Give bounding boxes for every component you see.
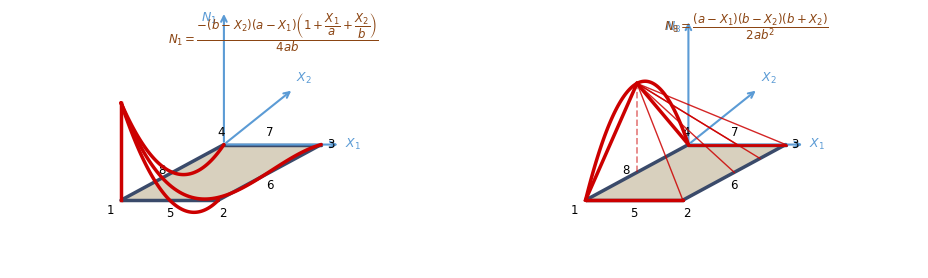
Text: 8: 8 [622, 165, 629, 177]
Text: 2: 2 [218, 207, 226, 220]
Polygon shape [585, 145, 785, 200]
Text: $N_8 = \dfrac{(a-X_1)(b-X_2)(b+X_2)}{2ab^2}$: $N_8 = \dfrac{(a-X_1)(b-X_2)(b+X_2)}{2ab… [664, 11, 828, 42]
Text: $X_1$: $X_1$ [808, 137, 824, 152]
Text: 6: 6 [265, 179, 273, 192]
Polygon shape [121, 145, 321, 200]
Text: $X_1$: $X_1$ [344, 137, 360, 152]
Text: 4: 4 [217, 126, 225, 139]
Text: 7: 7 [729, 126, 737, 139]
Text: 1: 1 [571, 204, 578, 217]
Text: 3: 3 [327, 138, 334, 151]
Text: $X_2$: $X_2$ [296, 71, 312, 86]
Text: 5: 5 [166, 207, 174, 220]
Text: 3: 3 [791, 138, 798, 151]
Text: 2: 2 [682, 207, 690, 220]
Text: 6: 6 [729, 179, 737, 192]
Text: $N_1$: $N_1$ [200, 11, 217, 26]
Text: 7: 7 [265, 126, 273, 139]
Text: 5: 5 [630, 207, 638, 220]
Text: 1: 1 [107, 204, 114, 217]
Text: 8: 8 [158, 165, 165, 177]
Text: $N_8$: $N_8$ [664, 19, 681, 34]
Text: 4: 4 [681, 126, 689, 139]
Text: $X_2$: $X_2$ [760, 71, 776, 86]
Text: $N_1 = \dfrac{-(b-X_2)(a-X_1)\left(1+\dfrac{X_1}{a}+\dfrac{X_2}{b}\right)}{4ab}$: $N_1 = \dfrac{-(b-X_2)(a-X_1)\left(1+\df… [168, 11, 379, 54]
